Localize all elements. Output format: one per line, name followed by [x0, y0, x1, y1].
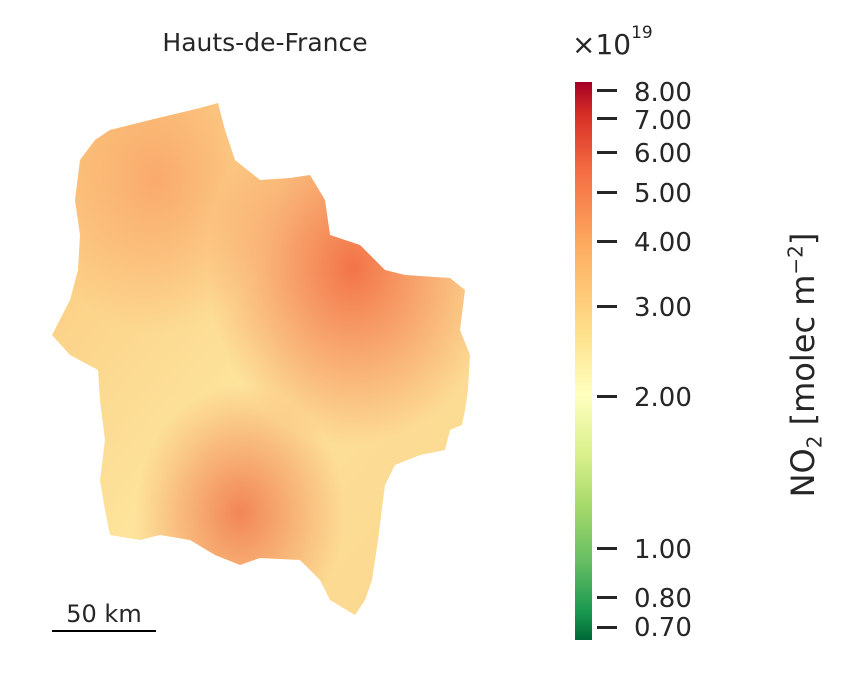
colorbar-tick-label: 1.00 [634, 535, 692, 565]
colorbar-tick [597, 395, 617, 398]
colorbar-tick-label: 7.00 [634, 106, 692, 136]
colorbar-tick-label: 8.00 [634, 78, 692, 108]
colorbar-tick-label: 4.00 [634, 228, 692, 258]
colorbar-tick-label: 2.00 [634, 383, 692, 413]
colorbar-tick-label: 3.00 [634, 293, 692, 323]
colorbar-tick [597, 626, 617, 629]
colorbar-multiplier: ×1019 [572, 22, 653, 61]
colorbar-tick [597, 151, 617, 154]
colorbar-tick-label: 6.00 [634, 139, 692, 169]
colorbar-tick [597, 305, 617, 308]
colorbar-tick [597, 240, 617, 243]
colorbar-tick-label: 0.80 [634, 584, 692, 614]
colorbar-tick-label: 5.00 [634, 179, 692, 209]
colorbar-tick [597, 117, 617, 120]
scale-bar-label: 50 km [66, 600, 142, 628]
colorbar-tick [597, 191, 617, 194]
colorbar-tick-label: 0.70 [634, 613, 692, 643]
colorbar-tick [597, 596, 617, 599]
page-title: Hauts-de-France [162, 28, 368, 57]
colorbar [575, 82, 592, 640]
colorbar-tick [597, 89, 617, 92]
colorbar-axis-label: NO2 [molec m−2] [783, 232, 827, 498]
scale-bar-line [52, 630, 156, 632]
colorbar-tick [597, 547, 617, 550]
scale-bar: 50 km [52, 600, 156, 632]
